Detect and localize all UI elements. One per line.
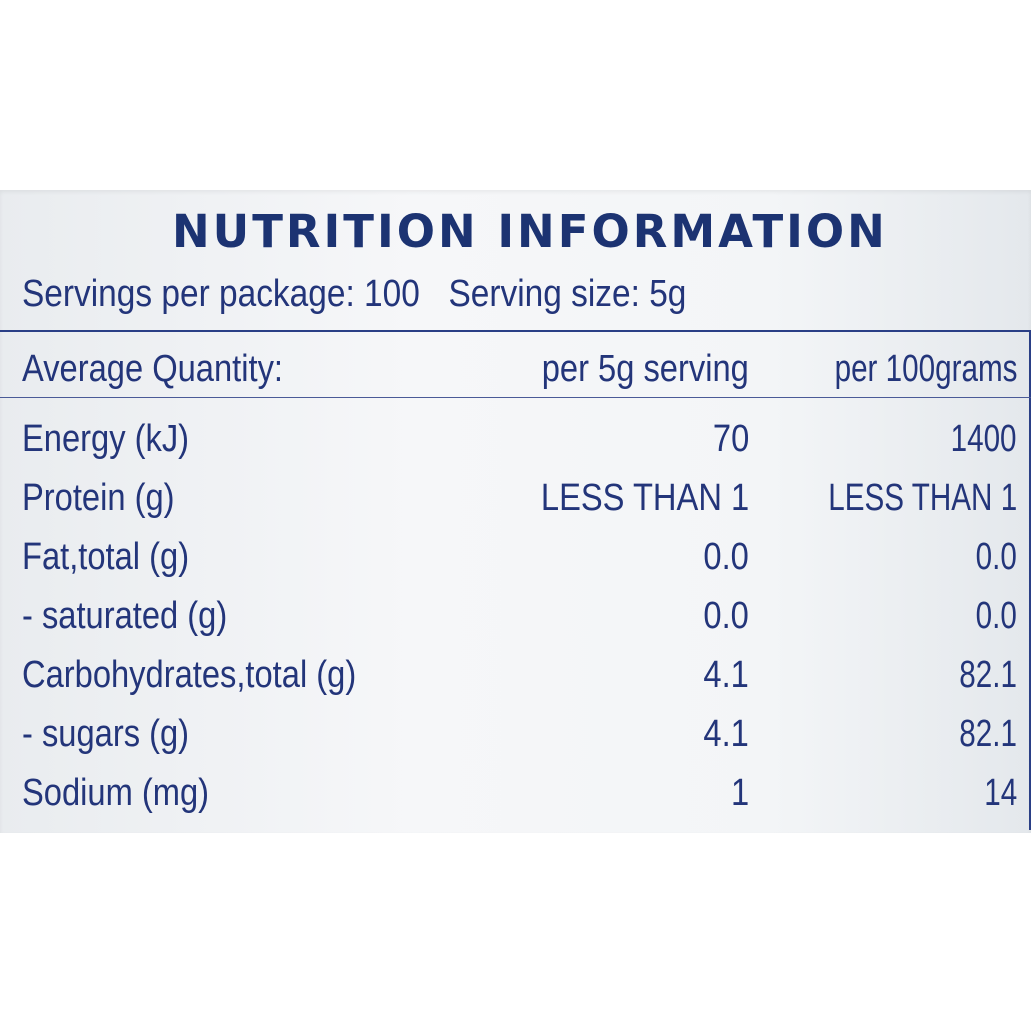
table-row-energy: Energy (kJ) 70 1400 <box>0 410 1031 468</box>
header-per-serving: per 5g serving <box>541 348 749 390</box>
header-average-quantity: Average Quantity: <box>22 348 283 390</box>
table-row-protein: Protein (g) LESS THAN 1 LESS THAN 1 <box>0 469 1031 527</box>
table-row-sodium: Sodium (mg) 1 14 <box>0 764 1031 822</box>
table-header-row: Average Quantity: per 5g serving per 100… <box>0 340 1031 398</box>
row-per-100g: LESS THAN 1 <box>828 477 1017 519</box>
row-per-100g: 1400 <box>951 418 1017 460</box>
row-per-serving: 1 <box>730 772 749 814</box>
row-name: Energy (kJ) <box>22 418 190 460</box>
row-per-serving: 4.1 <box>703 713 749 755</box>
header-per-100g: per 100grams <box>834 348 1017 390</box>
row-per-serving: 70 <box>712 418 749 460</box>
row-per-serving: 4.1 <box>703 654 749 696</box>
row-name: Carbohydrates,total (g) <box>22 654 357 696</box>
servings-line: Servings per package: 100 Serving size: … <box>22 268 686 320</box>
label-title: NUTRITION INFORMATION <box>172 205 888 258</box>
row-name: Protein (g) <box>22 477 175 519</box>
header-divider <box>0 397 1031 398</box>
row-per-serving: 0.0 <box>703 536 749 578</box>
table-row-fat-total: Fat,total (g) 0.0 0.0 <box>0 528 1031 586</box>
row-name: - saturated (g) <box>22 595 228 637</box>
row-per-100g: 82.1 <box>959 713 1017 755</box>
servings-per-package: Servings per package: 100 <box>22 273 420 315</box>
table-row-sugars: - sugars (g) 4.1 82.1 <box>0 705 1031 763</box>
row-name: Sodium (mg) <box>22 772 210 814</box>
row-name: Fat,total (g) <box>22 536 190 578</box>
serving-size: Serving size: 5g <box>448 273 687 315</box>
table-row-carbohydrates: Carbohydrates,total (g) 4.1 82.1 <box>0 646 1031 704</box>
row-per-100g: 0.0 <box>975 595 1017 637</box>
row-per-100g: 14 <box>984 772 1017 814</box>
row-per-100g: 0.0 <box>975 536 1017 578</box>
row-per-serving: 0.0 <box>703 595 749 637</box>
right-border <box>1029 330 1031 830</box>
row-per-serving: LESS THAN 1 <box>540 477 749 519</box>
table-row-saturated: - saturated (g) 0.0 0.0 <box>0 587 1031 645</box>
row-name: - sugars (g) <box>22 713 190 755</box>
row-per-100g: 82.1 <box>959 654 1017 696</box>
nutrition-label: NUTRITION INFORMATION Servings per packa… <box>0 190 1031 833</box>
top-divider <box>0 330 1031 332</box>
